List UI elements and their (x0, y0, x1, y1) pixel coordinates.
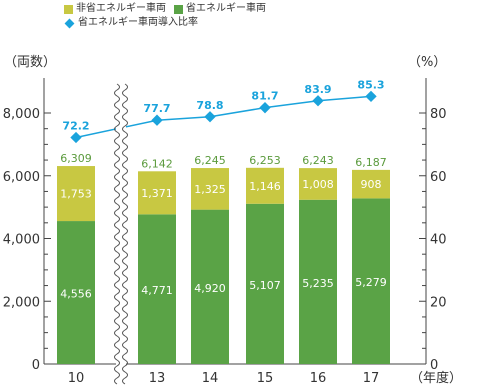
ratio-point (259, 102, 271, 114)
legend-swatch-non-eco (64, 4, 73, 14)
y-axis-label: （両数） (4, 55, 56, 70)
bar-total-label: 6,245 (194, 154, 226, 167)
ratio-point (204, 111, 216, 123)
y2-tick-label: 80 (430, 107, 447, 122)
ratio-label: 83.9 (304, 83, 331, 96)
bar-total-label: 6,142 (141, 157, 173, 170)
ratio-point (151, 114, 163, 126)
bar-non-eco-label: 1,008 (302, 178, 334, 191)
ratio-label: 85.3 (357, 78, 384, 91)
axis-break-gap (116, 84, 126, 382)
bar-non-eco (246, 167, 284, 204)
y-tick-label: 2,000 (3, 295, 40, 310)
legend-label-eco: 省エネルギー車両 (186, 3, 266, 14)
bar-non-eco-label: 1,753 (60, 188, 92, 201)
x-axis-label: （年度） (410, 370, 462, 386)
bar-non-eco (191, 168, 229, 210)
bar-eco-label: 5,107 (249, 279, 281, 292)
bar-eco (57, 221, 95, 364)
ratio-point (70, 131, 82, 144)
ratio-label: 81.7 (251, 90, 278, 103)
legend-swatch-eco (174, 4, 183, 14)
bar-eco-label: 5,235 (302, 277, 334, 290)
y2-axis-label: （%） (408, 55, 446, 70)
axis-break-line (114, 83, 120, 385)
x-tick-label: 17 (363, 371, 380, 386)
bar-eco-label: 4,771 (141, 284, 173, 297)
bar-eco (138, 214, 176, 364)
bar-non-eco (299, 168, 337, 200)
bar-non-eco (57, 166, 95, 222)
x-tick-label: 13 (149, 371, 166, 386)
bar-total-label: 6,309 (60, 152, 92, 165)
ratio-point (365, 90, 377, 103)
ratio-line (75, 95, 372, 139)
bar-non-eco-label: 908 (361, 178, 382, 191)
y-tick-label: 0 (32, 358, 40, 373)
y-tick-label: 8,000 (3, 107, 40, 122)
bar-non-eco-label: 1,325 (194, 183, 226, 196)
y-tick-label: 4,000 (3, 233, 40, 248)
bar-total-label: 6,187 (355, 156, 387, 169)
y2-tick-label: 60 (430, 170, 447, 185)
bar-total-label: 6,243 (302, 154, 334, 167)
x-tick-label: 14 (202, 371, 219, 386)
bar-non-eco (138, 171, 176, 215)
chart-legend: 非省エネルギー車両 省エネルギー車両 省エネルギー車両導入比率 (64, 2, 266, 30)
legend-swatch-ratio (64, 18, 75, 28)
ratio-label: 72.2 (62, 119, 89, 132)
x-tick-label: 15 (257, 371, 274, 386)
ratio-label: 77.7 (143, 102, 170, 115)
y2-tick-label: 20 (430, 295, 447, 310)
x-tick-label: 16 (310, 371, 327, 386)
x-tick-label: 10 (68, 371, 85, 386)
bar-eco (246, 203, 284, 364)
legend-label-ratio: 省エネルギー車両導入比率 (78, 17, 198, 28)
bar-eco (191, 209, 229, 364)
bar-total-label: 6,253 (249, 154, 281, 167)
bar-eco-label: 5,279 (355, 276, 387, 289)
y2-tick-label: 0 (430, 358, 438, 373)
bar-eco-label: 4,920 (194, 282, 226, 295)
axis-break-line (122, 83, 128, 385)
bar-non-eco-label: 1,146 (249, 180, 281, 193)
bar-eco-label: 4,556 (60, 288, 92, 301)
bar-non-eco (352, 169, 390, 199)
bar-eco (299, 199, 337, 364)
legend-label-non-eco: 非省エネルギー車両 (76, 3, 166, 14)
ratio-label: 78.8 (196, 99, 223, 112)
y2-tick-label: 40 (430, 233, 447, 248)
bar-non-eco-label: 1,371 (141, 187, 173, 200)
ratio-point (312, 95, 324, 107)
y-tick-label: 6,000 (3, 170, 40, 185)
bar-eco (352, 198, 390, 364)
